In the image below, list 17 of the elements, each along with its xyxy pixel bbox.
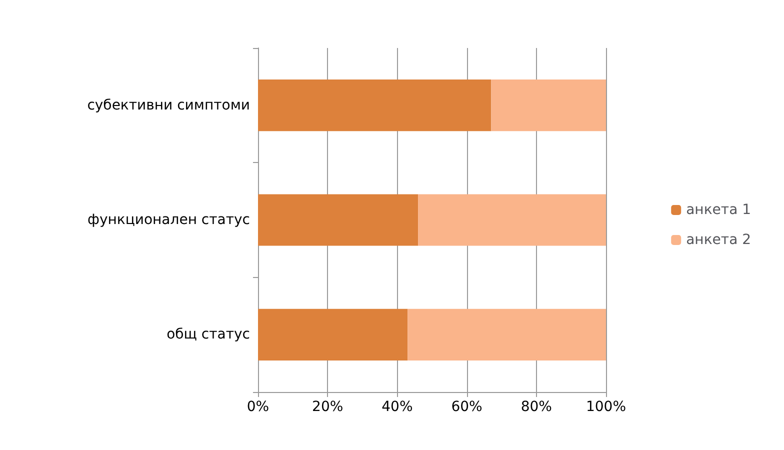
y-tick-label: общ статус [166,326,250,343]
x-tick-label: 80% [520,399,552,415]
bar [258,194,418,246]
bar [491,80,606,132]
x-tick-label: 20% [312,399,344,415]
legend-label: анкета 2 [686,232,752,248]
x-tick-label: 60% [451,399,482,415]
y-tick-label: функционален статус [87,212,250,228]
bar [418,194,606,246]
x-tick-label: 0% [246,399,270,415]
bar [258,80,492,132]
x-tick-label: 100% [586,399,626,415]
bar [408,308,606,360]
bar [258,308,408,360]
y-tick-label: субективни симптоми [87,97,250,114]
x-tick-label: 40% [382,399,413,415]
legend-label: анкета 1 [686,202,752,218]
